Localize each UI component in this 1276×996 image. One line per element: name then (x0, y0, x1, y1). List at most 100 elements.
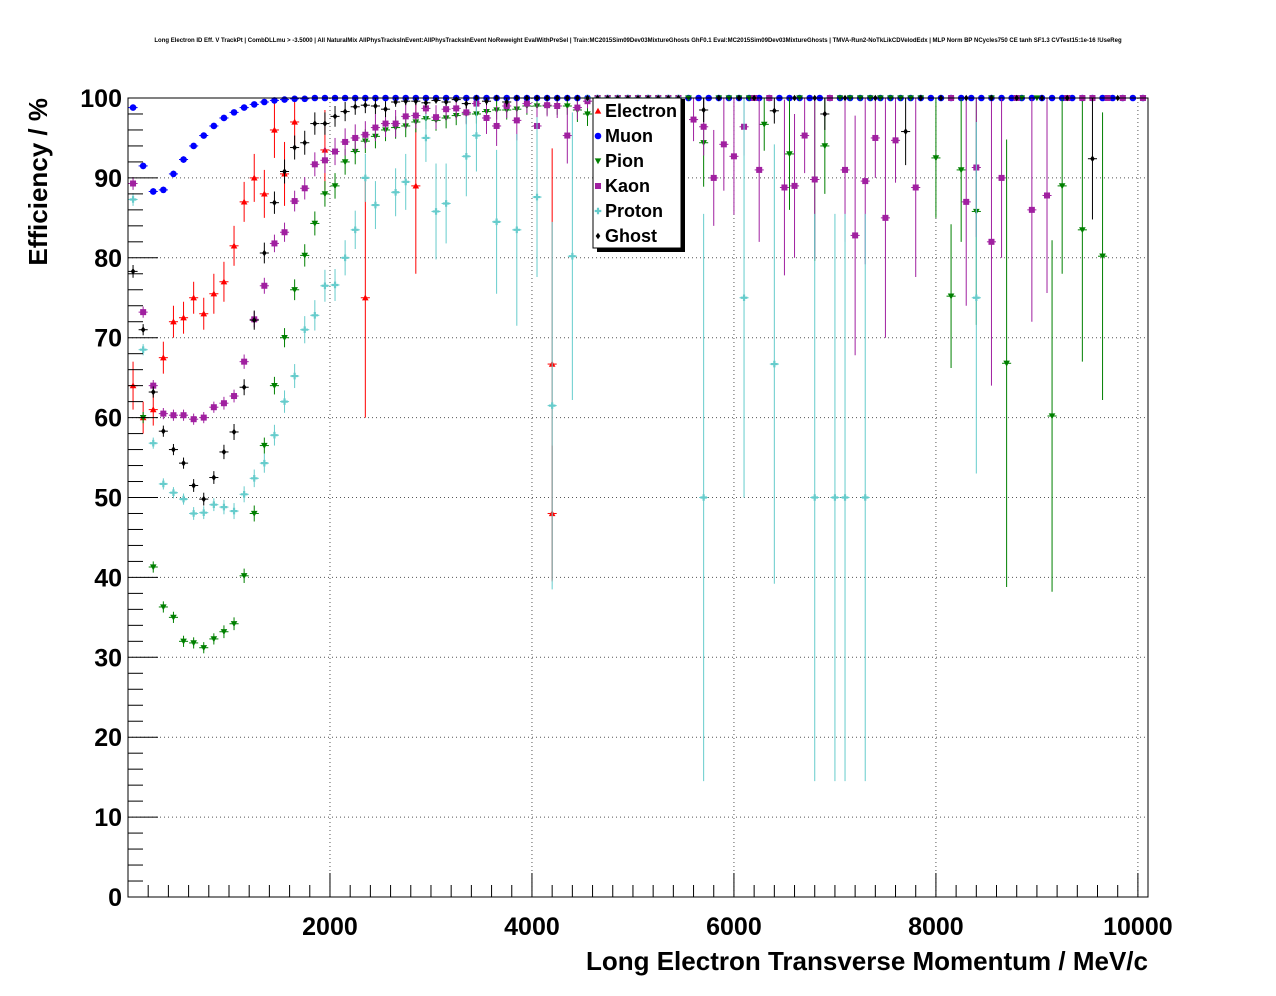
kaon-point (997, 98, 1007, 258)
proton-marker (402, 178, 410, 186)
ghost-marker (262, 249, 267, 257)
proton-point (769, 144, 779, 584)
kaon-marker (791, 182, 798, 189)
pion-point (179, 635, 189, 647)
proton-marker (291, 372, 298, 380)
kaon-marker (493, 122, 500, 129)
ghost-marker (393, 98, 398, 106)
pion-marker (957, 167, 965, 174)
ghost-point (1087, 98, 1097, 220)
ghost-marker (302, 139, 308, 147)
ghost-marker (413, 97, 419, 105)
proton-point (128, 193, 138, 206)
proton-point (830, 213, 840, 782)
pion-marker (230, 621, 238, 628)
electron-point (239, 181, 249, 222)
y-tick-label: 90 (94, 165, 122, 193)
pion-marker (932, 155, 940, 162)
kaon-point (320, 147, 330, 174)
kaon-point (880, 98, 890, 338)
ghost-point (481, 97, 492, 106)
proton-point (179, 493, 189, 505)
x-tick-label: 4000 (504, 913, 560, 941)
electron-point (189, 281, 199, 314)
ticks-layer (128, 97, 1139, 898)
proton-marker (200, 509, 208, 516)
kaon-marker (801, 132, 808, 139)
muon-point (229, 109, 239, 116)
kaon-marker (362, 131, 369, 138)
electron-marker (250, 174, 258, 181)
kaon-point (219, 396, 229, 410)
proton-marker (230, 507, 238, 515)
legend-label-ghost: Ghost (605, 226, 657, 246)
y-tick-label: 50 (94, 485, 122, 513)
pion-point (219, 625, 229, 639)
kaon-marker (433, 114, 440, 121)
electron-marker (291, 118, 298, 125)
muon-marker (190, 142, 197, 150)
proton-marker (771, 360, 778, 368)
kaon-point (431, 105, 441, 130)
legend-marker-pion (594, 158, 602, 165)
muon-point (209, 122, 219, 130)
electron-point (209, 273, 219, 314)
pion-marker (341, 159, 349, 166)
ghost-point (502, 98, 512, 107)
ghost-marker (903, 128, 908, 135)
x-tick-label: 10000 (1103, 913, 1173, 941)
kaon-point (779, 99, 789, 276)
electron-point (168, 305, 178, 338)
pion-marker (261, 442, 268, 449)
kaon-point (800, 98, 810, 174)
muon-marker (220, 114, 228, 122)
kaon-marker (1044, 192, 1051, 199)
ghost-point (820, 98, 830, 130)
proton-point (340, 240, 350, 276)
ghost-marker (171, 446, 176, 453)
kaon-marker (862, 178, 869, 185)
y-tick-label: 30 (94, 644, 122, 672)
ghost-marker (822, 110, 828, 118)
kaon-point (158, 408, 168, 420)
y-tick-label: 80 (94, 245, 122, 273)
kaon-point (179, 409, 189, 421)
kaon-point (911, 98, 921, 277)
pion-marker (180, 638, 187, 645)
pion-marker (250, 510, 258, 517)
ghost-marker (201, 495, 207, 503)
proton-point (158, 478, 168, 490)
y-tick-label: 60 (94, 405, 122, 433)
kaon-marker (882, 214, 889, 221)
kaon-point (552, 98, 562, 118)
kaon-point (229, 389, 239, 403)
electron-point (148, 393, 158, 426)
electron-marker (271, 126, 278, 133)
pion-point (1057, 98, 1067, 274)
proton-point (840, 213, 850, 782)
kaon-point (709, 129, 719, 226)
proton-marker (210, 501, 218, 508)
pion-marker (564, 103, 571, 110)
electron-point (179, 301, 189, 334)
kaon-point (562, 107, 572, 164)
proton-marker (281, 398, 288, 405)
proton-point (971, 121, 981, 474)
kaon-point (729, 98, 739, 215)
kaon-point (128, 177, 138, 190)
legend-entries: Electron Muon Pion Kaon Proton Ghost (594, 101, 677, 246)
kaon-point (189, 413, 199, 425)
kaon-point (290, 190, 300, 212)
kaon-point (300, 177, 310, 200)
proton-marker (513, 226, 521, 234)
proton-point (421, 113, 431, 162)
electron-marker (190, 294, 197, 301)
pion-point (279, 328, 290, 348)
kaon-point (138, 306, 148, 318)
ghost-marker (443, 98, 449, 106)
ghost-marker (211, 474, 217, 481)
kaon-point (1042, 98, 1052, 293)
proton-marker (311, 312, 319, 319)
pion-marker (311, 220, 319, 227)
kaon-marker (1028, 206, 1035, 213)
